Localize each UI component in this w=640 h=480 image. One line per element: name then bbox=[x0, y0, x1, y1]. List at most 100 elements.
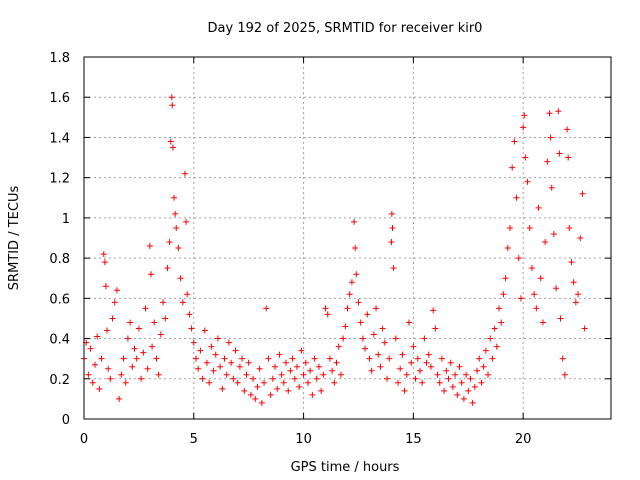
data-point bbox=[188, 325, 195, 332]
data-point bbox=[272, 363, 279, 370]
data-point bbox=[430, 307, 437, 314]
y-tick-label: 0.8 bbox=[49, 252, 70, 267]
y-tick-label: 1 bbox=[62, 212, 70, 227]
data-point bbox=[172, 210, 179, 217]
data-point bbox=[133, 355, 140, 362]
data-point bbox=[322, 305, 329, 312]
data-point bbox=[555, 108, 562, 115]
data-point bbox=[544, 158, 551, 165]
data-point bbox=[377, 363, 384, 370]
x-axis-title: GPS time / hours bbox=[291, 460, 400, 475]
data-point bbox=[329, 367, 336, 374]
data-point bbox=[206, 379, 213, 386]
data-point bbox=[556, 150, 563, 157]
y-tick-label: 0.6 bbox=[49, 292, 70, 307]
data-point bbox=[98, 355, 105, 362]
data-point bbox=[265, 355, 272, 362]
data-point bbox=[261, 379, 268, 386]
data-point bbox=[463, 371, 470, 378]
data-point bbox=[419, 379, 426, 386]
data-point bbox=[101, 259, 108, 266]
data-point bbox=[447, 359, 454, 366]
data-point bbox=[533, 305, 540, 312]
data-point bbox=[408, 359, 415, 366]
data-point bbox=[127, 319, 134, 326]
data-point bbox=[480, 363, 487, 370]
data-point bbox=[335, 343, 342, 350]
data-point bbox=[456, 363, 463, 370]
data-point bbox=[245, 359, 252, 366]
data-point bbox=[138, 375, 145, 382]
data-point bbox=[496, 305, 503, 312]
data-point bbox=[474, 367, 481, 374]
data-point bbox=[568, 259, 575, 266]
data-point bbox=[572, 299, 579, 306]
data-point bbox=[423, 359, 430, 366]
data-point bbox=[155, 371, 162, 378]
data-point bbox=[526, 224, 533, 231]
data-point bbox=[539, 319, 546, 326]
data-point bbox=[232, 347, 239, 354]
data-point bbox=[333, 359, 340, 366]
data-point bbox=[278, 371, 285, 378]
data-point bbox=[104, 327, 111, 334]
data-point bbox=[318, 387, 325, 394]
data-point bbox=[85, 371, 92, 378]
data-point bbox=[263, 305, 270, 312]
data-point bbox=[311, 355, 318, 362]
data-point bbox=[478, 379, 485, 386]
data-point bbox=[124, 335, 131, 342]
data-point bbox=[432, 325, 439, 332]
data-point bbox=[291, 375, 298, 382]
data-point bbox=[208, 343, 215, 350]
data-point bbox=[258, 399, 265, 406]
data-point bbox=[203, 359, 210, 366]
x-tick-labels: 0 5 10 15 20 bbox=[80, 432, 532, 447]
data-point bbox=[352, 245, 359, 252]
data-point bbox=[581, 325, 588, 332]
data-point bbox=[373, 305, 380, 312]
data-point bbox=[546, 110, 553, 117]
data-point bbox=[283, 359, 290, 366]
data-point bbox=[521, 112, 528, 119]
data-point bbox=[421, 335, 428, 342]
data-point bbox=[445, 375, 452, 382]
data-point bbox=[146, 243, 153, 250]
data-point bbox=[250, 375, 257, 382]
data-point bbox=[169, 144, 176, 151]
data-point bbox=[509, 164, 516, 171]
x-tick-label: 0 bbox=[80, 432, 88, 447]
plot-frame bbox=[83, 56, 612, 420]
data-point bbox=[195, 365, 202, 372]
data-point bbox=[381, 339, 388, 346]
data-point bbox=[269, 375, 276, 382]
data-point bbox=[113, 287, 120, 294]
axis-ticks bbox=[83, 56, 611, 420]
data-point bbox=[524, 178, 531, 185]
data-point bbox=[160, 299, 167, 306]
data-point bbox=[109, 315, 116, 322]
data-point bbox=[168, 94, 175, 101]
data-point bbox=[412, 375, 419, 382]
data-point bbox=[147, 271, 154, 278]
data-point bbox=[522, 154, 529, 161]
data-point bbox=[513, 194, 520, 201]
data-point bbox=[164, 265, 171, 272]
data-point bbox=[247, 391, 254, 398]
data-point bbox=[162, 315, 169, 322]
data-point bbox=[528, 265, 535, 272]
data-point bbox=[183, 218, 190, 225]
data-point bbox=[192, 355, 199, 362]
data-point bbox=[434, 371, 441, 378]
data-point bbox=[465, 387, 472, 394]
data-point bbox=[300, 371, 307, 378]
data-point bbox=[223, 371, 230, 378]
data-point bbox=[326, 355, 333, 362]
data-point bbox=[395, 379, 402, 386]
data-point bbox=[171, 194, 178, 201]
data-point bbox=[390, 265, 397, 272]
data-point bbox=[276, 351, 283, 358]
data-point bbox=[375, 351, 382, 358]
data-point bbox=[438, 355, 445, 362]
